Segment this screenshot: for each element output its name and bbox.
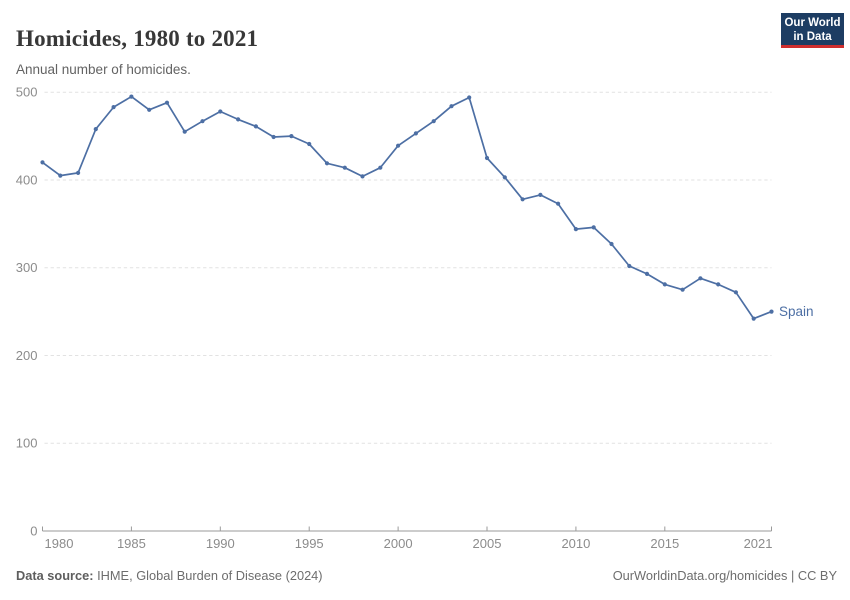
data-point-spain-2021[interactable]	[769, 309, 774, 314]
data-point-spain-1998[interactable]	[360, 174, 365, 179]
data-source-text: IHME, Global Burden of Disease (2024)	[93, 568, 323, 583]
data-point-spain-1995[interactable]	[307, 141, 312, 147]
chart-footer: Data source: IHME, Global Burden of Dise…	[16, 568, 837, 583]
x-tick-label-2005: 2005	[473, 536, 502, 551]
data-point-spain-1996[interactable]	[324, 161, 330, 166]
data-point-spain-2015[interactable]	[662, 282, 667, 287]
data-point-spain-2002[interactable]	[431, 119, 436, 124]
data-point-spain-2013[interactable]	[627, 263, 632, 269]
data-point-spain-1983[interactable]	[93, 127, 98, 132]
data-point-spain-2012[interactable]	[609, 241, 614, 247]
page-title: Homicides, 1980 to 2021	[16, 26, 259, 52]
data-point-spain-2016[interactable]	[680, 287, 685, 292]
y-tick-label-0: 0	[30, 524, 37, 539]
data-point-spain-2006[interactable]	[502, 175, 507, 180]
x-tick-label-2010: 2010	[561, 536, 590, 551]
data-point-spain-2008[interactable]	[538, 192, 543, 197]
chart-subtitle: Annual number of homicides.	[16, 61, 191, 77]
data-point-spain-2001[interactable]	[413, 131, 418, 136]
y-tick-label-200: 200	[16, 348, 38, 363]
data-point-spain-1984[interactable]	[111, 105, 116, 110]
data-point-spain-1999[interactable]	[378, 165, 383, 170]
owid-logo[interactable]: Our World in Data	[781, 13, 844, 48]
x-tick-label-1995: 1995	[295, 536, 324, 551]
data-point-spain-1988[interactable]	[182, 129, 187, 134]
y-tick-label-300: 300	[16, 260, 38, 275]
y-tick-label-100: 100	[16, 436, 38, 451]
data-point-spain-2014[interactable]	[644, 271, 650, 276]
data-point-spain-2019[interactable]	[733, 290, 739, 295]
data-point-spain-2007[interactable]	[520, 197, 525, 202]
x-tick-label-1990: 1990	[206, 536, 235, 551]
data-point-spain-1997[interactable]	[342, 165, 347, 170]
series-label-spain: Spain	[779, 304, 814, 319]
x-tick-label-2021: 2021	[744, 536, 773, 551]
data-point-spain-1986[interactable]	[147, 107, 152, 112]
data-point-spain-1980[interactable]	[40, 160, 45, 165]
series-line-spain[interactable]	[41, 95, 773, 320]
data-point-spain-2003[interactable]	[449, 104, 454, 109]
data-point-spain-2009[interactable]	[556, 201, 561, 206]
data-point-spain-1982[interactable]	[76, 170, 81, 175]
x-tick-label-1980: 1980	[45, 536, 74, 551]
data-point-spain-1994[interactable]	[289, 134, 294, 139]
data-point-spain-1981[interactable]	[58, 173, 63, 178]
credit-link[interactable]: OurWorldinData.org/homicides | CC BY	[612, 568, 837, 583]
data-source-note: Data source: IHME, Global Burden of Dise…	[16, 568, 323, 583]
data-point-spain-2000[interactable]	[396, 143, 401, 148]
data-point-spain-2018[interactable]	[716, 282, 721, 287]
owid-logo-line2: in Data	[793, 31, 832, 44]
data-point-spain-2020[interactable]	[751, 316, 756, 321]
data-point-spain-1992[interactable]	[253, 124, 258, 129]
x-tick-label-1985: 1985	[117, 536, 146, 551]
data-point-spain-1991[interactable]	[236, 117, 241, 122]
data-point-spain-1985[interactable]	[129, 94, 134, 99]
y-tick-label-400: 400	[16, 172, 38, 187]
data-point-spain-1990[interactable]	[218, 109, 223, 114]
x-tick-label-2000: 2000	[384, 536, 413, 551]
data-point-spain-2017[interactable]	[698, 276, 703, 281]
owid-logo-line1: Our World	[784, 17, 841, 29]
data-point-spain-2005[interactable]	[484, 155, 490, 161]
data-point-spain-1989[interactable]	[200, 119, 205, 124]
x-tick-label-2015: 2015	[650, 536, 679, 551]
data-point-spain-2011[interactable]	[591, 225, 596, 230]
data-point-spain-1993[interactable]	[271, 134, 276, 140]
y-tick-label-500: 500	[16, 85, 38, 100]
data-point-spain-2010[interactable]	[573, 227, 579, 232]
data-point-spain-2004[interactable]	[467, 95, 472, 100]
data-source-label: Data source:	[16, 568, 94, 583]
data-point-spain-1987[interactable]	[164, 100, 170, 105]
